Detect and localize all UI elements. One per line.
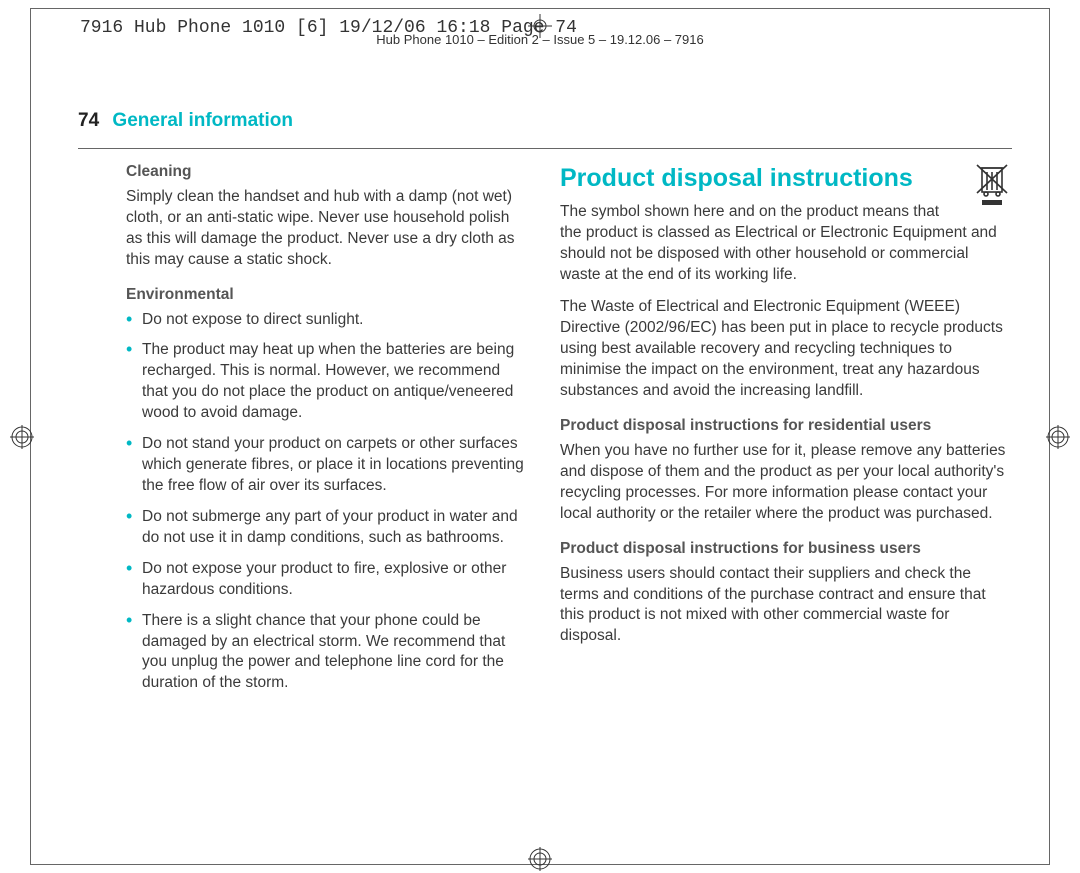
left-column: Cleaning Simply clean the handset and hu… (78, 162, 530, 704)
residential-heading: Product disposal instructions for reside… (560, 416, 1012, 437)
list-item: Do not stand your product on carpets or … (126, 434, 530, 497)
weee-bin-icon (972, 160, 1012, 208)
disposal-intro-1: The symbol shown here and on the product… (560, 202, 1012, 286)
environmental-list: Do not expose to direct sunlight. The pr… (78, 310, 530, 695)
registration-mark-top (528, 14, 552, 38)
residential-body: When you have no further use for it, ple… (560, 441, 1012, 525)
list-item: The product may heat up when the batteri… (126, 340, 530, 424)
list-item: There is a slight chance that your phone… (126, 611, 530, 695)
content-columns: Cleaning Simply clean the handset and hu… (78, 162, 1012, 704)
list-item: Do not submerge any part of your product… (126, 507, 530, 549)
section-title: General information (112, 110, 293, 131)
business-heading-text: Product disposal instructions for busine… (560, 540, 921, 557)
residential-heading-text: Product disposal instructions for reside… (560, 417, 931, 434)
disposal-intro-2: The Waste of Electrical and Electronic E… (560, 297, 1012, 402)
registration-mark-left (10, 425, 34, 449)
cleaning-body: Simply clean the handset and hub with a … (126, 187, 530, 271)
disposal-title: Product disposal instructions (560, 162, 1012, 196)
list-item: Do not expose to direct sunlight. (126, 310, 530, 331)
business-heading: Product disposal instructions for busine… (560, 539, 1012, 560)
registration-mark-bottom (528, 847, 552, 871)
section-header: 74 General information (78, 110, 293, 132)
environmental-heading: Environmental (126, 285, 530, 306)
right-column: Product disposal instructions The symbol… (560, 162, 1012, 704)
section-rule (78, 148, 1012, 149)
business-body: Business users should contact their supp… (560, 564, 1012, 648)
list-item: Do not expose your product to fire, expl… (126, 559, 530, 601)
registration-mark-right (1046, 425, 1070, 449)
page-number: 74 (78, 110, 99, 131)
cleaning-heading: Cleaning (126, 162, 530, 183)
